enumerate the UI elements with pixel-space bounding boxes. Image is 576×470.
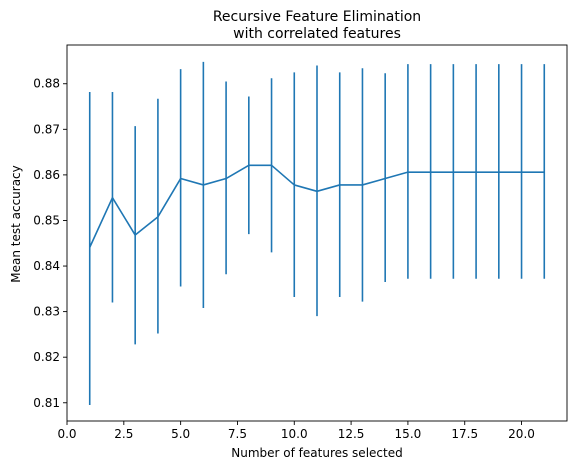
y-tick-label-7: 0.88 [33,77,60,91]
y-tick-label-3: 0.84 [33,259,60,273]
y-tick-label-4: 0.85 [33,213,60,227]
y-tick-label-1: 0.82 [33,350,60,364]
x-tick-label-1: 2.5 [114,427,133,441]
y-tick-label-2: 0.83 [33,305,60,319]
y-tick-label-5: 0.86 [33,168,60,182]
y-tick-label-0: 0.81 [33,396,60,410]
x-tick-label-8: 20.0 [508,427,535,441]
chart-title-line-1: Recursive Feature Elimination [213,9,421,25]
x-tick-label-6: 15.0 [395,427,422,441]
x-axis-label: Number of features selected [231,446,402,460]
y-axis-label: Mean test accuracy [9,165,23,283]
plot-area: 0.0 2.5 5.0 7.5 10.0 12.5 15.0 17.5 20.0 0.81 0.82… [33,44,568,441]
y-tick-label-6: 0.87 [33,122,60,136]
x-tick-label-7: 17.5 [451,427,478,441]
chart-title-line-2: with correlated features [233,26,401,42]
x-tick-label-0: 0.0 [57,427,76,441]
x-tick-label-4: 10.0 [281,427,308,441]
x-tick-label-5: 12.5 [338,427,365,441]
x-tick-label-2: 5.0 [171,427,190,441]
x-tick-label-3: 7.5 [228,427,247,441]
mean-accuracy-line [89,164,545,248]
axes-frame [66,44,568,422]
